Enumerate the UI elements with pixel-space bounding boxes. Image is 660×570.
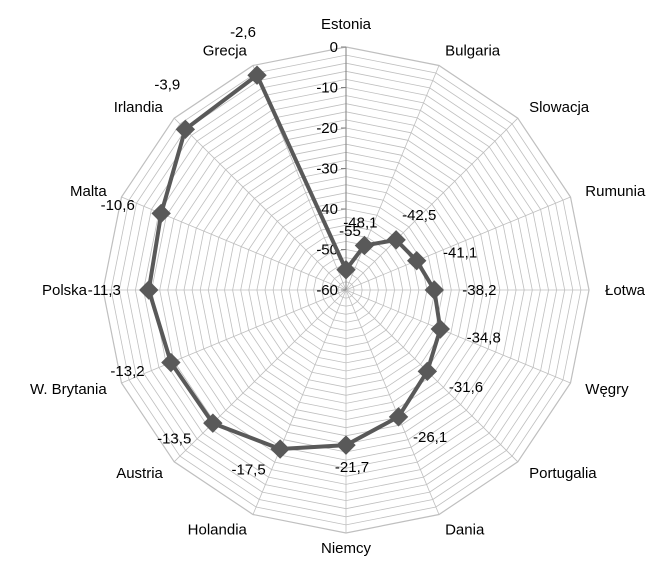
data-label: -41,1 xyxy=(443,244,477,261)
data-label: -42,5 xyxy=(402,207,436,224)
data-label: -13,2 xyxy=(110,363,144,380)
category-label: Portugalia xyxy=(529,465,597,482)
data-point-marker xyxy=(388,407,409,427)
data-label: -26,1 xyxy=(413,429,447,446)
value-axis-tick-label: -50 xyxy=(316,242,338,259)
data-label: -55 xyxy=(339,223,361,240)
category-label: W. Brytania xyxy=(30,381,107,398)
category-label: Malta xyxy=(70,183,107,200)
data-label: -31,6 xyxy=(449,379,483,396)
grid-spoke xyxy=(252,289,347,515)
category-label: Austria xyxy=(116,465,163,482)
data-point-marker xyxy=(336,260,356,280)
data-point-marker xyxy=(139,280,159,300)
data-label: -11,3 xyxy=(88,282,121,299)
value-axis-tick-label: -30 xyxy=(316,161,338,178)
category-label: Grecja xyxy=(203,43,248,60)
value-axis-tick-label: -20 xyxy=(316,120,338,137)
data-point-marker xyxy=(354,235,375,256)
data-label: -48,1 xyxy=(343,215,377,232)
grid-spoke xyxy=(345,65,440,291)
series-layer xyxy=(139,65,450,459)
data-point-marker xyxy=(417,361,438,382)
data-point-marker xyxy=(336,435,356,455)
category-label: Holandia xyxy=(188,521,248,538)
data-point-marker xyxy=(247,65,267,85)
category-label: Węgry xyxy=(585,381,629,398)
grid-spoke xyxy=(173,289,347,463)
category-label: Łotwa xyxy=(605,282,646,299)
category-label: Polska xyxy=(42,282,88,299)
category-label: Niemcy xyxy=(321,540,372,557)
label-layer: -55-48,1 -42,5 -41,1 -38,2 -34,8 -31,6 -26,1 -2… xyxy=(30,16,646,557)
category-label: Irlandia xyxy=(114,99,164,116)
data-point-marker xyxy=(203,413,223,433)
grid-spoke xyxy=(345,289,440,515)
data-point-marker xyxy=(424,280,444,300)
value-axis-tick-label: -10 xyxy=(316,80,338,97)
grid-spoke xyxy=(345,196,571,291)
data-point-marker xyxy=(407,251,427,271)
data-point-marker xyxy=(430,319,450,339)
data-label: -17,5 xyxy=(231,461,265,478)
data-label: -21,7 xyxy=(335,459,369,476)
data-point-marker xyxy=(386,230,406,250)
category-label: Slowacja xyxy=(529,99,590,116)
data-point-marker xyxy=(270,439,290,459)
data-label: -3,9 xyxy=(154,76,180,93)
grid-spoke xyxy=(345,117,519,291)
category-label: Bulgaria xyxy=(445,43,501,60)
value-axis-tick-label: -60 xyxy=(316,282,338,299)
data-label: -13,5 xyxy=(157,431,191,448)
data-label: -34,8 xyxy=(467,330,501,347)
data-label: -38,2 xyxy=(462,282,496,299)
category-label: Rumunia xyxy=(585,183,646,200)
value-axis-tick-label: 0 xyxy=(330,39,338,56)
grid-spoke xyxy=(121,289,347,384)
data-label: -10,6 xyxy=(101,197,135,214)
category-label: Estonia xyxy=(321,16,372,33)
data-point-marker xyxy=(161,352,181,373)
axis-layer: -60-50-40-30-20-100 xyxy=(316,39,347,299)
category-label: Dania xyxy=(445,521,485,538)
grid-spoke xyxy=(173,117,347,291)
data-label: -2,6 xyxy=(230,24,256,41)
data-point-marker xyxy=(175,119,196,140)
grid-spoke xyxy=(345,289,571,384)
data-point-marker xyxy=(151,203,171,224)
